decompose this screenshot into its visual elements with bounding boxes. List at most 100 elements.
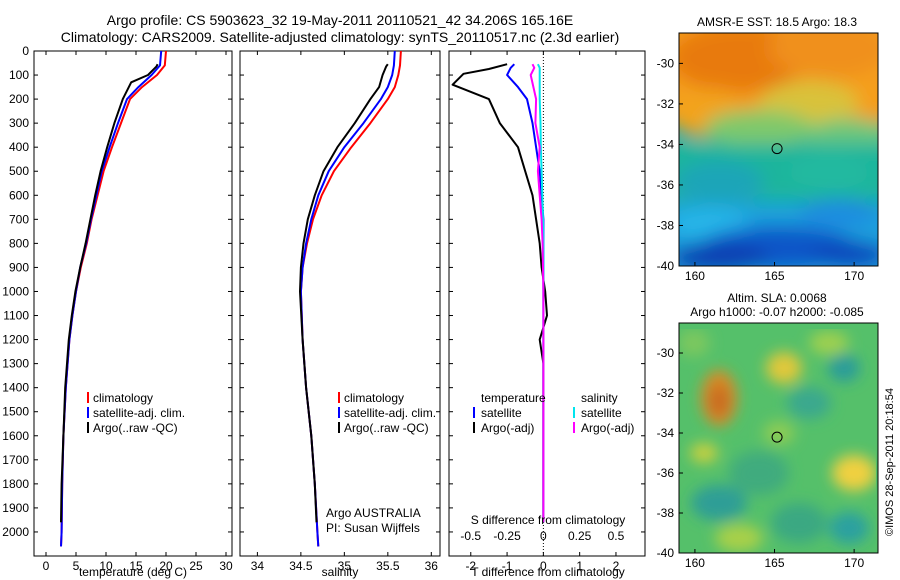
legend-swatch-t-satellite <box>473 407 475 418</box>
y-tick-label: 0 <box>22 44 29 58</box>
salinity-x-axis: 34 34.5 35 35.5 36 <box>251 51 439 573</box>
y-tick-label: 1600 <box>2 429 29 443</box>
salinity-plot-area <box>239 50 441 557</box>
y-tick-label: 600 <box>9 188 29 202</box>
x-tick-label: 30 <box>219 559 233 573</box>
legend-swatch-s-satellite <box>573 407 575 418</box>
s-tick-label: 0.25 <box>568 529 592 543</box>
map-y-tick-label: -36 <box>657 466 675 480</box>
legend-swatch-s-argo <box>573 422 575 433</box>
x-tick-label: 10 <box>99 559 113 573</box>
map-y-tick-label: -38 <box>657 218 675 232</box>
map-y-tick-label: -38 <box>657 506 675 520</box>
temperature-legend: climatology satellite-adj. clim. Argo(..… <box>87 391 185 435</box>
float-owner-annotation: Argo AUSTRALIA <box>326 506 421 520</box>
sla-map-panel: Altim. SLA: 0.0068 Argo h1000: -0.07 h20… <box>657 291 879 570</box>
x-tick-label: 15 <box>129 559 143 573</box>
y-tick-label: 2000 <box>2 525 29 539</box>
x-tick-label: 35.5 <box>376 559 400 573</box>
t-difference-label: T difference from climatology <box>471 565 625 579</box>
temperature-panel: 0100200300400500600700800900100011001200… <box>2 44 233 579</box>
x-tick-label: 25 <box>189 559 203 573</box>
series-line-2 <box>60 63 159 523</box>
sla-map-frame <box>678 322 879 554</box>
x-tick-label: 35 <box>338 559 352 573</box>
temperature-plot-area <box>33 50 233 557</box>
x-tick-label: 0 <box>540 559 547 573</box>
temperature-series <box>60 51 167 547</box>
sst-map-frame <box>678 32 879 267</box>
float-pi-annotation: PI: Susan Wijffels <box>326 521 420 535</box>
x-tick-label: 0 <box>43 559 50 573</box>
s-tick-label: 0 <box>540 529 547 543</box>
s-tick-label: -0.5 <box>460 529 481 543</box>
x-tick-label: 36 <box>425 559 439 573</box>
y-tick-label: 1300 <box>2 357 29 371</box>
x-tick-label: 2 <box>613 559 620 573</box>
legend-label-satellite: satellite-adj. clim. <box>344 406 436 420</box>
x-tick-label: 20 <box>159 559 173 573</box>
sst-map-title: AMSR-E SST: 18.5 Argo: 18.3 <box>697 15 857 29</box>
sla-map-axes: -30 -32 -34 -36 -38 -40 160 165 170 <box>657 346 865 570</box>
map-y-tick-label: -40 <box>657 546 675 560</box>
map-y-tick-label: -40 <box>657 259 675 273</box>
legend-label-climatology: climatology <box>344 391 404 405</box>
y-tick-label: 500 <box>9 164 29 178</box>
y-tick-label: 300 <box>9 116 29 130</box>
y-tick-label: 1500 <box>2 405 29 419</box>
legend-label-s-satellite: satellite <box>581 406 622 420</box>
legend-label-argo: Argo(..raw -QC) <box>93 421 178 435</box>
sst-map-panel: AMSR-E SST: 18.5 Argo: 18.3 <box>657 15 879 283</box>
sla-map-title-line1: Altim. SLA: 0.0068 <box>727 291 827 305</box>
difference-panel: -2 -1 0 1 2 S difference from climatology -0… <box>448 50 646 579</box>
y-tick-label: 1200 <box>2 333 29 347</box>
legend-title-temperature: temperature <box>481 391 546 405</box>
y-tick-label: 1000 <box>2 284 29 298</box>
legend-label-climatology: climatology <box>93 391 153 405</box>
sst-heatmap <box>679 33 878 266</box>
sla-map-title-line2: Argo h1000: -0.07 h2000: -0.085 <box>690 305 864 319</box>
y-tick-label: 700 <box>9 212 29 226</box>
difference-legend: temperature satellite Argo(-adj) salinit… <box>473 391 634 435</box>
y-tick-label: 800 <box>9 236 29 250</box>
y-tick-label: 400 <box>9 140 29 154</box>
map-x-tick-label: 170 <box>844 269 864 283</box>
series-line-3 <box>529 63 545 523</box>
salinity-panel: 34 34.5 35 35.5 36 salinity climatology sate… <box>239 50 441 579</box>
legend-swatch-t-argo <box>473 422 475 433</box>
y-tick-label: 1400 <box>2 381 29 395</box>
legend-title-salinity: salinity <box>581 391 618 405</box>
map-y-tick-label: -30 <box>657 346 675 360</box>
legend-swatch-climatology <box>338 392 340 403</box>
salinity-x-label: salinity <box>322 565 359 579</box>
salinity-legend: climatology satellite-adj. clim. Argo(..… <box>338 391 436 435</box>
x-tick-label: 1 <box>576 559 583 573</box>
map-x-tick-label: 160 <box>685 269 705 283</box>
salinity-depth-ticks <box>240 50 440 533</box>
y-tick-label: 900 <box>9 260 29 274</box>
s-tick-label: 0.5 <box>608 529 625 543</box>
map-y-tick-label: -32 <box>657 386 675 400</box>
argo-position-marker <box>771 431 783 443</box>
s-tick-label: -0.25 <box>493 529 521 543</box>
y-tick-label: 1800 <box>2 477 29 491</box>
map-y-tick-label: -34 <box>657 137 675 151</box>
figure-title-line2: Climatology: CARS2009. Satellite-adjuste… <box>60 29 620 45</box>
temperature-x-axis: 0 5 10 15 20 25 30 <box>43 51 233 573</box>
x-tick-label: 34 <box>251 559 265 573</box>
figure-title-line1: Argo profile: CS 5903623_32 19-May-2011 … <box>106 12 574 28</box>
y-tick-label: 1900 <box>2 501 29 515</box>
y-tick-label: 200 <box>9 92 29 106</box>
legend-swatch-climatology <box>87 392 89 403</box>
sst-map-axes: -30 -32 -34 -36 -38 -40 160 165 170 <box>657 56 865 283</box>
map-y-tick-label: -36 <box>657 178 675 192</box>
y-tick-label: 1100 <box>3 309 29 323</box>
legend-swatch-satellite <box>338 407 340 418</box>
map-x-tick-label: 170 <box>844 556 864 570</box>
argo-position-marker <box>771 143 783 155</box>
map-x-tick-label: 165 <box>765 556 785 570</box>
s-difference-label: S difference from climatology <box>471 513 626 527</box>
x-tick-label: 34.5 <box>289 559 313 573</box>
difference-depth-ticks <box>449 50 645 533</box>
